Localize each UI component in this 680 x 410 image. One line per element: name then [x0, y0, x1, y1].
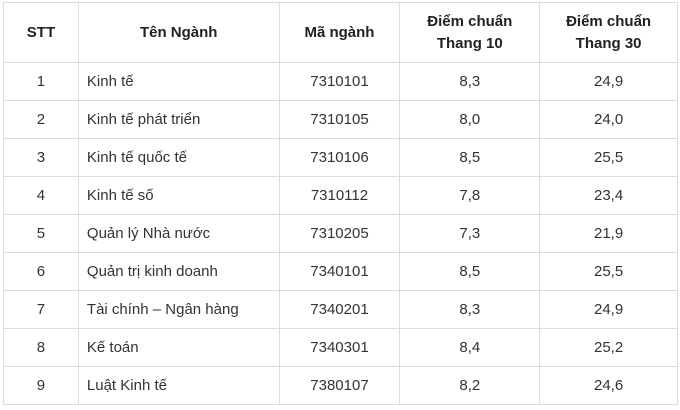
major-name-cell: Tài chính – Ngân hàng — [77, 290, 280, 329]
major-name-cell: Quản trị kinh doanh — [77, 252, 280, 291]
major-code-cell: 7310105 — [278, 100, 401, 139]
table-row: 6 Quản trị kinh doanh 7340101 8,5 25,5 — [3, 252, 678, 291]
major-name-cell: Kinh tế số — [77, 176, 280, 215]
major-code-cell: 7310101 — [278, 62, 401, 101]
score-30-cell: 24,6 — [539, 366, 678, 405]
major-code-cell: 7340201 — [278, 290, 401, 329]
score-10-cell: 8,3 — [399, 62, 541, 101]
score-10-cell: 8,3 — [399, 290, 541, 329]
major-code-cell: 7310106 — [278, 138, 401, 177]
score-30-cell: 24,9 — [539, 290, 678, 329]
score-10-cell: 8,0 — [399, 100, 541, 139]
major-name-cell: Kinh tế phát triển — [77, 100, 280, 139]
header-major-name: Tên Ngành — [77, 2, 280, 63]
header-major-code: Mã ngành — [278, 2, 401, 63]
table-row: 8 Kế toán 7340301 8,4 25,2 — [3, 328, 678, 367]
header-row: STT Tên Ngành Mã ngành Điểm chuẩn Thang 1… — [3, 2, 678, 63]
stt-cell: 4 — [3, 176, 79, 215]
table-row: 7 Tài chính – Ngân hàng 7340201 8,3 24,9 — [3, 290, 678, 329]
major-code-cell: 7340101 — [278, 252, 401, 291]
score-30-cell: 21,9 — [539, 214, 678, 253]
score-30-cell: 23,4 — [539, 176, 678, 215]
major-name-cell: Kế toán — [77, 328, 280, 367]
table-row: 3 Kinh tế quốc tế 7310106 8,5 25,5 — [3, 138, 678, 177]
stt-cell: 7 — [3, 290, 79, 329]
score-10-cell: 8,5 — [399, 138, 541, 177]
score-10-cell: 7,3 — [399, 214, 541, 253]
table-row: 1 Kinh tế 7310101 8,3 24,9 — [3, 62, 678, 101]
stt-cell: 5 — [3, 214, 79, 253]
score-10-cell: 8,5 — [399, 252, 541, 291]
admission-scores-table: STT Tên Ngành Mã ngành Điểm chuẩn Thang 1… — [3, 2, 678, 405]
score-10-cell: 8,2 — [399, 366, 541, 405]
major-code-cell: 7340301 — [278, 328, 401, 367]
major-name-cell: Kinh tế — [77, 62, 280, 101]
major-code-cell: 7310112 — [278, 176, 401, 215]
stt-cell: 2 — [3, 100, 79, 139]
stt-cell: 6 — [3, 252, 79, 291]
header-line: Thang 10 — [436, 34, 503, 52]
table-row: 2 Kinh tế phát triển 7310105 8,0 24,0 — [3, 100, 678, 139]
header-line: Điểm chuẩn — [427, 12, 513, 30]
score-30-cell: 25,5 — [539, 252, 678, 291]
table-row: 5 Quản lý Nhà nước 7310205 7,3 21,9 — [3, 214, 678, 253]
header-stt: STT — [3, 2, 79, 63]
major-code-cell: 7310205 — [278, 214, 401, 253]
score-30-cell: 25,2 — [539, 328, 678, 367]
table-row: 9 Luật Kinh tế 7380107 8,2 24,6 — [3, 366, 678, 405]
score-10-cell: 7,8 — [399, 176, 541, 215]
header-score-30: Điểm chuẩn Thang 30 — [539, 2, 678, 63]
stt-cell: 3 — [3, 138, 79, 177]
header-line: Thang 30 — [575, 34, 642, 52]
major-name-cell: Kinh tế quốc tế — [77, 138, 280, 177]
stt-cell: 8 — [3, 328, 79, 367]
table-row: 4 Kinh tế số 7310112 7,8 23,4 — [3, 176, 678, 215]
major-name-cell: Quản lý Nhà nước — [77, 214, 280, 253]
header-line: Điểm chuẩn — [566, 12, 652, 30]
header-score-10: Điểm chuẩn Thang 10 — [399, 2, 541, 63]
major-name-cell: Luật Kinh tế — [77, 366, 280, 405]
score-30-cell: 24,0 — [539, 100, 678, 139]
score-10-cell: 8,4 — [399, 328, 541, 367]
score-30-cell: 25,5 — [539, 138, 678, 177]
major-code-cell: 7380107 — [278, 366, 401, 405]
score-30-cell: 24,9 — [539, 62, 678, 101]
stt-cell: 1 — [3, 62, 79, 101]
stt-cell: 9 — [3, 366, 79, 405]
